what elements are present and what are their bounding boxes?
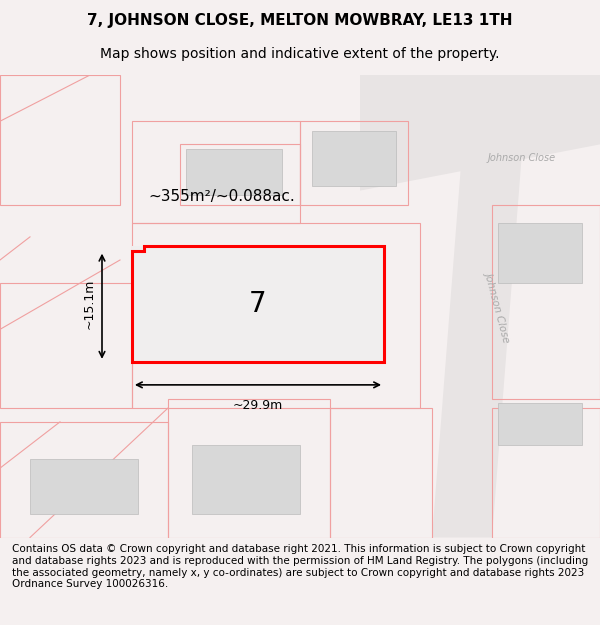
Polygon shape bbox=[132, 246, 384, 362]
Bar bbox=[312, 131, 396, 186]
Bar bbox=[30, 459, 138, 514]
Bar bbox=[498, 223, 582, 283]
Text: Johnson Close: Johnson Close bbox=[488, 153, 556, 163]
Polygon shape bbox=[432, 75, 528, 538]
Text: ~29.9m: ~29.9m bbox=[233, 399, 283, 412]
Text: 7: 7 bbox=[249, 290, 267, 318]
Polygon shape bbox=[360, 75, 600, 191]
Text: Johnson Close: Johnson Close bbox=[484, 270, 512, 342]
Bar bbox=[192, 445, 300, 514]
Text: ~15.1m: ~15.1m bbox=[83, 279, 96, 329]
Text: 7, JOHNSON CLOSE, MELTON MOWBRAY, LE13 1TH: 7, JOHNSON CLOSE, MELTON MOWBRAY, LE13 1… bbox=[87, 14, 513, 29]
Text: Contains OS data © Crown copyright and database right 2021. This information is : Contains OS data © Crown copyright and d… bbox=[12, 544, 588, 589]
Bar bbox=[186, 149, 282, 195]
Text: Map shows position and indicative extent of the property.: Map shows position and indicative extent… bbox=[100, 47, 500, 61]
Text: ~355m²/~0.088ac.: ~355m²/~0.088ac. bbox=[149, 189, 295, 204]
Bar bbox=[498, 403, 582, 445]
